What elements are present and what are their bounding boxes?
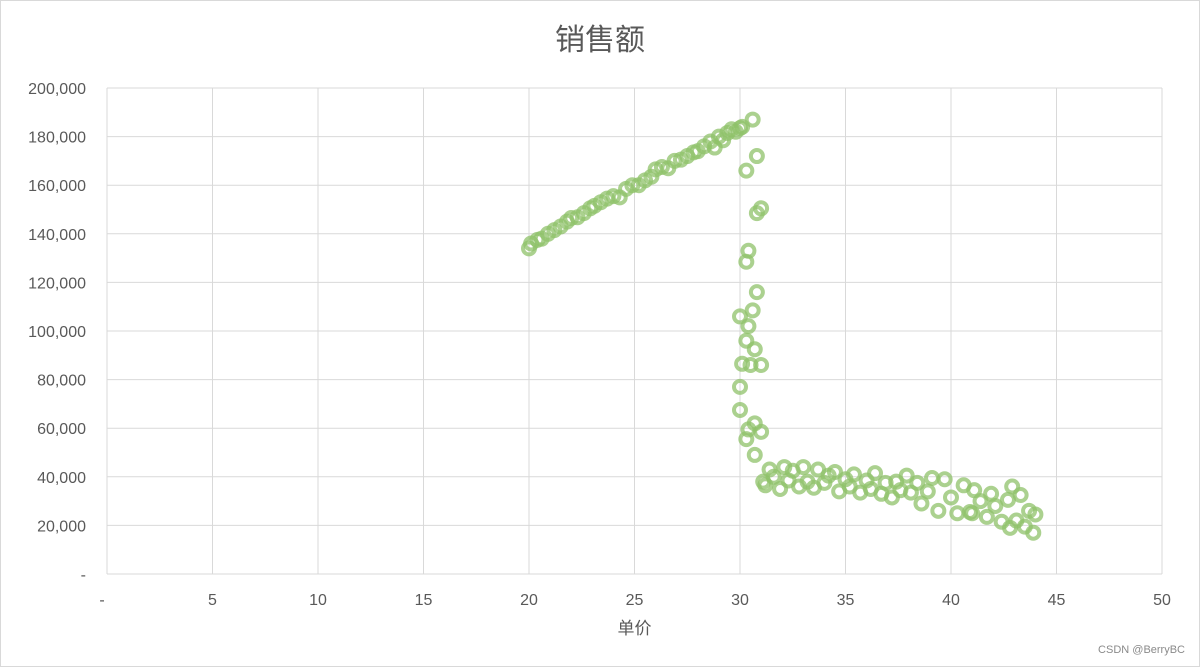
x-tick-label: 10 (309, 592, 327, 609)
data-point (732, 308, 748, 325)
x-tick-label: 40 (942, 592, 960, 609)
x-tick-label: 50 (1153, 592, 1171, 609)
x-tick-labels: - 5 10 15 20 25 30 35 40 45 50 (99, 592, 1171, 609)
y-tick-label: 200,000 (28, 81, 86, 98)
data-point (987, 497, 1004, 514)
data-point (734, 118, 751, 135)
data-point (734, 355, 751, 372)
x-tick-label: 20 (520, 592, 538, 609)
y-tick-label: - (81, 567, 86, 584)
data-point (753, 357, 770, 374)
data-point (919, 483, 936, 500)
data-point (966, 482, 983, 499)
data-point (943, 489, 959, 506)
data-point (563, 210, 580, 227)
data-point (746, 341, 763, 358)
data-point (738, 431, 755, 448)
x-axis-title: 单价 (618, 619, 652, 639)
data-point (949, 505, 966, 522)
data-point (826, 463, 843, 480)
data-point (738, 332, 755, 349)
chart-title: 销售额 (555, 23, 645, 58)
data-point (738, 253, 755, 270)
data-point (999, 491, 1016, 508)
data-point (845, 466, 862, 483)
y-tick-label: 140,000 (28, 227, 86, 244)
data-point (1012, 487, 1029, 504)
y-tick-label: 120,000 (28, 275, 86, 292)
data-point (795, 459, 812, 476)
x-tick-label: - (99, 592, 104, 609)
data-point (624, 177, 641, 194)
data-point (1027, 506, 1044, 523)
data-point (978, 508, 995, 525)
data-point (936, 471, 953, 488)
y-tick-label: 80,000 (37, 373, 86, 390)
data-point (748, 205, 765, 222)
data-point (732, 401, 748, 418)
data-point (909, 474, 926, 491)
grid-lines (106, 87, 1163, 575)
x-tick-label: 30 (731, 592, 749, 609)
y-tick-label: 40,000 (37, 470, 86, 487)
data-point (972, 493, 989, 510)
data-point (964, 505, 981, 522)
data-point (867, 465, 884, 482)
data-point (738, 162, 755, 179)
data-points (521, 111, 1044, 541)
x-tick-label: 35 (837, 592, 855, 609)
data-point (898, 467, 915, 484)
data-point (757, 477, 774, 494)
data-point (765, 468, 782, 485)
data-point (924, 470, 941, 487)
x-tick-label: 45 (1048, 592, 1066, 609)
watermark: CSDN @BerryBC (1098, 644, 1185, 656)
data-point (1004, 478, 1021, 495)
data-point (744, 111, 761, 128)
x-tick-label: 25 (626, 592, 644, 609)
data-point (930, 502, 947, 519)
data-point (748, 148, 765, 165)
data-point (748, 284, 765, 301)
y-tick-label: 160,000 (28, 178, 86, 195)
data-point (753, 423, 770, 440)
y-tick-labels: - 20,000 40,000 60,000 80,000 100,000 120,000 1… (28, 81, 86, 584)
data-point (1002, 519, 1019, 536)
y-tick-label: 20,000 (37, 518, 86, 535)
data-point (1025, 524, 1042, 541)
data-point (772, 480, 789, 497)
data-point (744, 302, 761, 319)
y-tick-label: 60,000 (37, 421, 86, 438)
data-point (913, 495, 930, 512)
x-tick-label: 5 (208, 592, 217, 609)
x-tick-label: 15 (415, 592, 433, 609)
data-point (740, 318, 757, 335)
data-point (746, 446, 763, 463)
y-tick-label: 180,000 (28, 130, 86, 147)
y-tick-label: 100,000 (28, 324, 86, 341)
data-point (732, 378, 748, 395)
